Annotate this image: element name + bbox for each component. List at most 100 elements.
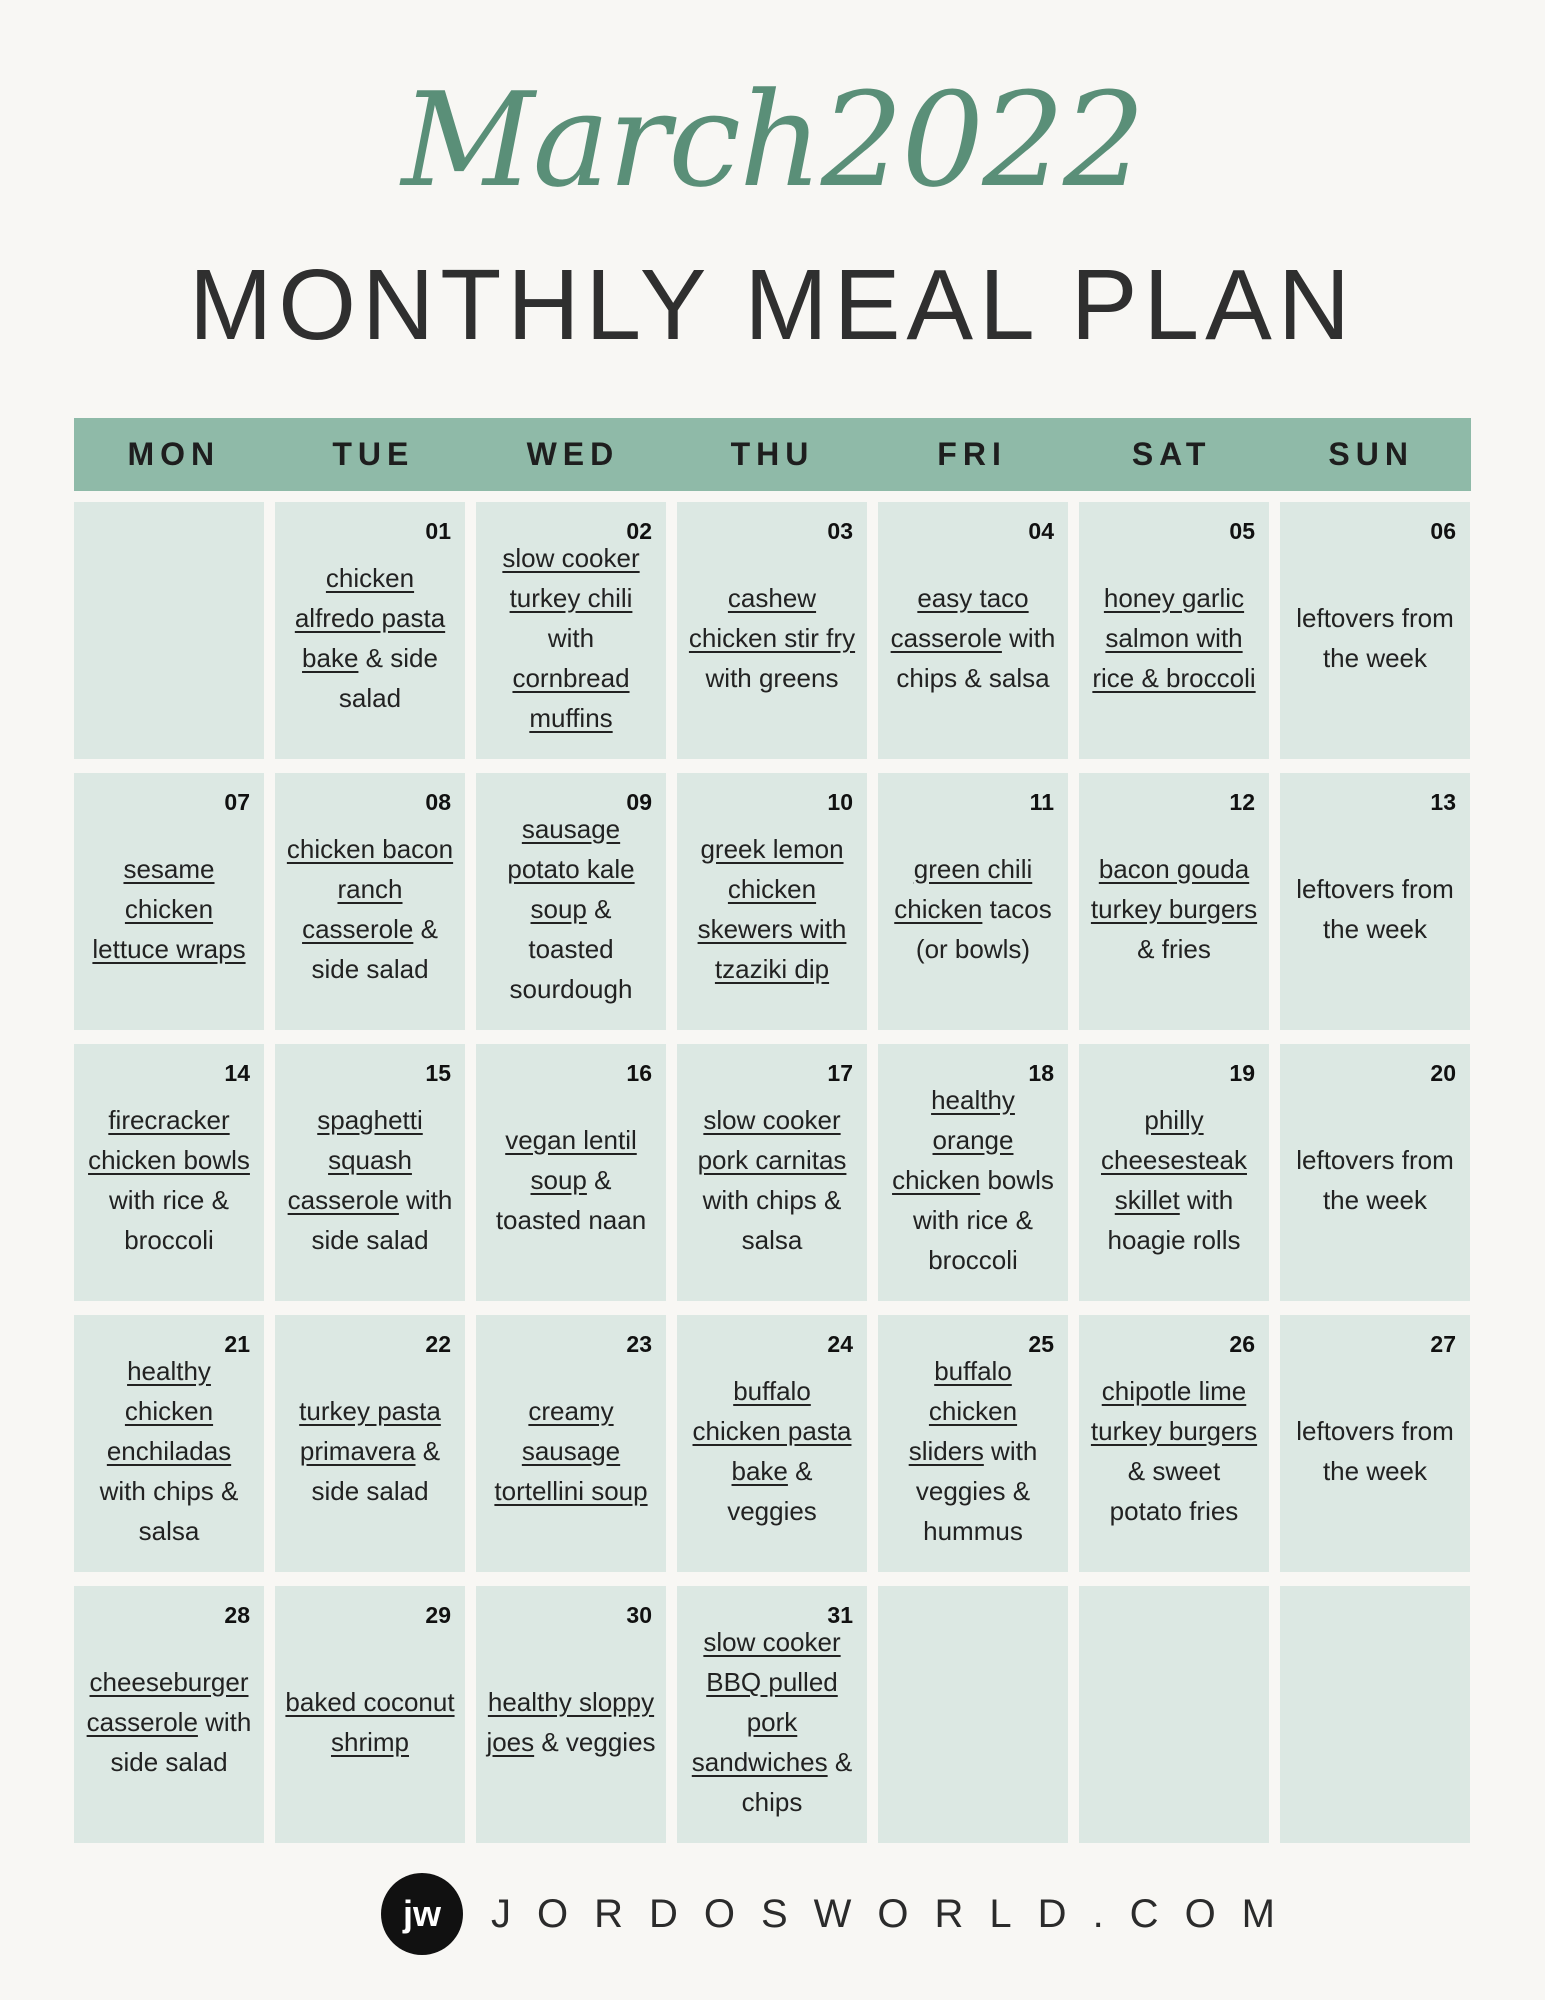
weekday-fri: FRI [937,436,1007,472]
recipe-link[interactable]: slow cooker turkey chili [502,542,640,613]
meal-note: & toasted naan [495,1164,647,1235]
recipe-link[interactable]: healthy sloppy joes [486,1686,655,1757]
day-number: 26 [1229,1331,1255,1357]
recipe-link[interactable]: healthy chicken enchiladas [106,1355,232,1466]
recipe-link[interactable]: buffalo chicken pasta bake [692,1375,852,1486]
calendar-day-16: 16 vegan lentil soup & toasted naan [476,1044,666,1301]
weekday-wed: WED [526,436,620,472]
calendar-day-13: 13 leftovers from the week [1280,773,1470,1030]
meal-text: turkey pasta primavera & side salad [285,1377,455,1511]
day-number: 27 [1430,1331,1456,1357]
meal-note: bowls with rice & broccoli [913,1164,1054,1275]
day-number: 05 [1229,518,1255,544]
meal-note: & fries [1137,933,1211,964]
calendar-day-30: 30 healthy sloppy joes & veggies [476,1586,666,1843]
title-script: March2022 [401,64,1145,216]
calendar-empty-cell [878,1586,1068,1843]
recipe-link[interactable]: turkey pasta primavera [299,1395,441,1466]
calendar-day-12: 12 bacon gouda turkey burgers & fries [1079,773,1269,1030]
meal-note: leftovers from the week [1296,873,1454,944]
day-number: 28 [224,1602,250,1628]
recipe-link[interactable]: sesame chicken lettuce wraps [92,853,246,964]
recipe-link[interactable]: chipotle lime turkey burgers [1090,1375,1258,1446]
website-link[interactable]: JORDOSWORLD.COM [491,1891,1301,1936]
meal-note: with greens [705,662,839,693]
weekday-thu: THU [730,436,815,472]
meal-text: leftovers from the week [1290,584,1460,678]
recipe-link[interactable]: buffalo chicken sliders [908,1355,1018,1466]
meal-text: healthy orange chicken bowls with rice &… [888,1066,1058,1280]
recipe-link[interactable]: green chili chicken [894,853,1033,924]
day-number: 29 [425,1602,451,1628]
meal-note: leftovers from the week [1296,602,1454,673]
day-number: 01 [425,518,451,544]
recipe-link[interactable]: sausage potato kale soup [507,813,635,924]
recipe-link[interactable]: easy taco casserole [890,582,1029,653]
weekday-tue: TUE [332,436,415,472]
recipe-link[interactable]: firecracker chicken bowls [88,1104,250,1175]
recipe-link[interactable]: spaghetti squash casserole [287,1104,423,1215]
recipe-link[interactable]: chicken bacon ranch casserole [286,833,454,944]
recipe-link[interactable]: cheeseburger casserole [86,1666,249,1737]
calendar-empty-cell [74,502,264,759]
calendar-day-24: 24 buffalo chicken pasta bake & veggies [677,1315,867,1572]
weekday-mon: MON [127,436,221,472]
meal-note: tacos (or bowls) [915,893,1052,964]
recipe-link[interactable]: chicken alfredo pasta bake [294,562,446,673]
day-number: 10 [827,789,853,815]
recipe-link[interactable]: greek lemon chicken skewers with tzaziki… [697,833,847,984]
meal-note: & sweet potato fries [1109,1455,1239,1526]
meal-note: & veggies [534,1726,656,1757]
meal-note: & veggies [727,1455,817,1526]
meal-text: baked coconut shrimp [285,1668,455,1762]
calendar-day-27: 27 leftovers from the week [1280,1315,1470,1572]
recipe-link[interactable]: slow cooker BBQ pulled pork sandwiches [691,1626,841,1777]
recipe-link[interactable]: cashew chicken stir fry [688,582,856,653]
meal-text: slow cooker BBQ pulled pork sandwiches &… [687,1608,857,1822]
day-number: 14 [224,1060,250,1086]
page-title: MONTHLY MEAL PLAN [188,249,1357,361]
meal-text: slow cooker pork carnitas with chips & s… [687,1086,857,1260]
calendar-day-10: 10 greek lemon chicken skewers with tzazi… [677,773,867,1030]
recipe-link[interactable]: bacon gouda turkey burgers [1090,853,1258,924]
meal-note: with side salad [110,1706,252,1777]
weekday-header: MON TUE WED THU FRI SAT SUN [74,418,1471,491]
calendar-day-20: 20 leftovers from the week [1280,1044,1470,1301]
meal-note: with chips & salsa [896,622,1056,693]
meal-text: honey garlic salmon with rice & broccoli [1089,564,1259,698]
meal-text: healthy sloppy joes & veggies [486,1668,656,1762]
meal-text: cheeseburger casserole with side salad [84,1648,254,1782]
day-number: 09 [626,789,652,815]
calendar-day-25: 25 buffalo chicken sliders with veggies &… [878,1315,1068,1572]
meal-note: leftovers from the week [1296,1415,1454,1486]
meal-note: with chips & salsa [99,1475,239,1546]
meal-note: with [547,622,595,653]
meal-text: greek lemon chicken skewers with tzaziki… [687,815,857,989]
calendar-day-29: 29 baked coconut shrimp [275,1586,465,1843]
meal-note: with rice & broccoli [109,1184,229,1255]
recipe-link[interactable]: cornbread muffins [512,662,630,733]
recipe-link[interactable]: vegan lentil soup [505,1124,637,1195]
recipe-link[interactable]: healthy orange chicken [892,1084,1015,1195]
day-number: 13 [1430,789,1456,815]
day-number: 18 [1028,1060,1054,1086]
calendar-day-23: 23 creamy sausage tortellini soup [476,1315,666,1572]
calendar-day-18: 18 healthy orange chicken bowls with rice… [878,1044,1068,1301]
recipe-link[interactable]: slow cooker pork carnitas [697,1104,847,1175]
day-number: 23 [626,1331,652,1357]
day-number: 21 [224,1331,250,1357]
day-number: 02 [626,518,652,544]
meal-text: easy taco casserole with chips & salsa [888,564,1058,698]
day-number: 20 [1430,1060,1456,1086]
meal-text: healthy chicken enchiladas with chips & … [84,1337,254,1551]
day-number: 08 [425,789,451,815]
meal-text: leftovers from the week [1290,1397,1460,1491]
meal-text: chipotle lime turkey burgers & sweet pot… [1089,1357,1259,1531]
calendar-day-15: 15 spaghetti squash casserole with side s… [275,1044,465,1301]
recipe-link[interactable]: philly cheesesteak skillet [1101,1104,1247,1215]
calendar-day-22: 22 turkey pasta primavera & side salad [275,1315,465,1572]
recipe-link[interactable]: honey garlic salmon with rice & broccoli [1092,582,1256,693]
recipe-link[interactable]: creamy sausage tortellini soup [494,1395,648,1506]
recipe-link[interactable]: baked coconut shrimp [285,1686,455,1757]
meal-text: slow cooker turkey chili with cornbread … [486,524,656,738]
